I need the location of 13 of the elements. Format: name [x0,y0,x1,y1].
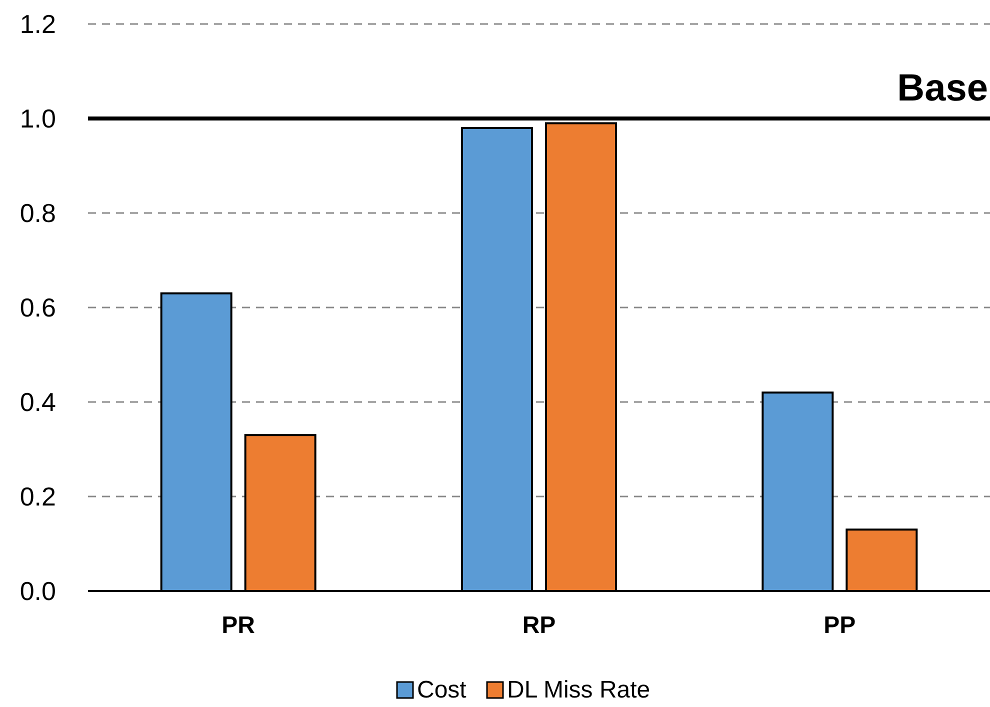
y-tick-label: 1.2 [20,9,56,39]
x-tick-label: RP [522,612,556,639]
y-tick-label: 0.4 [20,387,56,417]
y-tick-label: 0.6 [20,292,56,322]
x-tick-label: PP [824,612,856,639]
y-tick-label: 0.2 [20,482,56,512]
ref-line-label: Base [897,68,988,110]
y-tick-label: 1.0 [20,104,56,134]
x-tick-label: PR [222,612,256,639]
y-tick-label: 0.0 [20,576,56,606]
legend-label: Cost [417,676,467,704]
y-tick-label: 0.8 [20,198,56,228]
legend-label: DL Miss Rate [507,676,650,704]
